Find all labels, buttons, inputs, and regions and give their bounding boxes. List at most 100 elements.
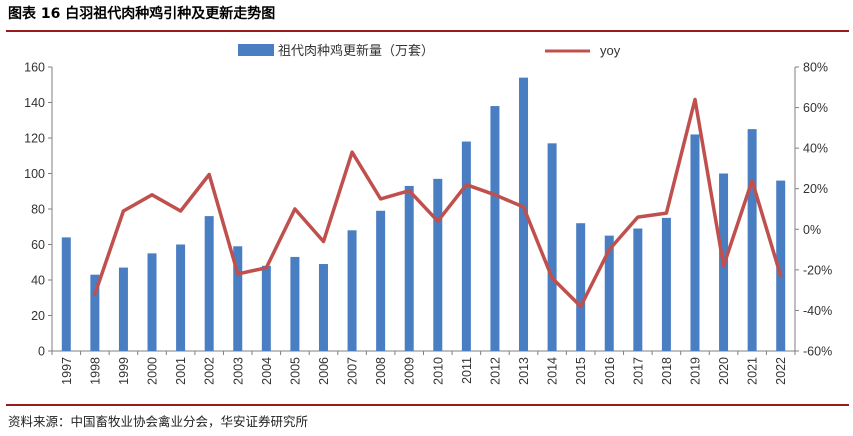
- x-tick-label: 2000: [146, 357, 160, 385]
- x-tick-label: 2019: [688, 357, 702, 385]
- x-tick-label: 2021: [746, 357, 760, 385]
- x-tick-label: 2018: [660, 357, 674, 385]
- x-tick-label: 2004: [260, 357, 274, 385]
- bar: [176, 244, 186, 351]
- yoy-point: [436, 219, 440, 223]
- yoy-point: [179, 209, 183, 213]
- left-tick-label: 80: [31, 203, 45, 217]
- right-tick-label: -40%: [803, 304, 832, 318]
- yoy-point: [321, 239, 325, 243]
- yoy-point: [407, 189, 411, 193]
- bar: [261, 265, 271, 351]
- left-tick-label: 0: [38, 345, 45, 359]
- chart-title: 图表 16 白羽祖代肉种鸡引种及更新走势图: [8, 6, 276, 22]
- yoy-line-series: [93, 97, 783, 309]
- yoy-point: [636, 215, 640, 219]
- bar: [633, 228, 643, 351]
- bar: [318, 264, 328, 351]
- left-tick-label: 100: [24, 167, 45, 181]
- bar: [90, 274, 100, 351]
- bar-series: [61, 77, 786, 352]
- x-tick-label: 2009: [403, 357, 417, 385]
- legend: 祖代肉种鸡更新量（万套） yoy: [238, 43, 621, 58]
- bar: [547, 143, 557, 351]
- yoy-point: [379, 197, 383, 201]
- x-tick-label: 2022: [774, 357, 788, 385]
- x-tick-label: 2007: [346, 357, 360, 385]
- left-tick-label: 20: [31, 309, 45, 323]
- yoy-point: [779, 274, 783, 278]
- x-tick-label: 2001: [174, 357, 188, 385]
- x-tick-label: 2016: [603, 357, 617, 385]
- bar: [290, 256, 300, 351]
- x-tick-label: 2020: [717, 357, 731, 385]
- legend-bar-swatch: [238, 44, 274, 56]
- yoy-point: [264, 266, 268, 270]
- bar: [519, 77, 529, 352]
- yoy-point: [236, 272, 240, 276]
- bar: [604, 235, 614, 351]
- right-tick-label: 80%: [803, 61, 828, 75]
- bar: [690, 134, 700, 351]
- yoy-point: [350, 150, 354, 154]
- x-tick-label: 1998: [88, 357, 102, 385]
- yoy-point: [579, 304, 583, 308]
- bar: [661, 217, 671, 351]
- right-tick-label: 60%: [803, 101, 828, 115]
- bar: [147, 253, 157, 351]
- yoy-point: [550, 276, 554, 280]
- bar: [204, 216, 214, 351]
- bar: [347, 230, 357, 351]
- legend-bar-label: 祖代肉种鸡更新量（万套）: [278, 43, 434, 58]
- right-tick-label: -60%: [803, 345, 832, 359]
- yoy-point: [150, 193, 154, 197]
- x-tick-label: 2006: [317, 357, 331, 385]
- bar: [61, 237, 71, 351]
- yoy-point: [722, 264, 726, 268]
- source-note: 资料来源：中国畜牧业协会禽业分会，华安证券研究所: [8, 414, 309, 429]
- left-tick-label: 160: [24, 61, 45, 75]
- left-tick-label: 140: [24, 96, 45, 110]
- left-tick-label: 120: [24, 132, 45, 146]
- right-tick-label: -20%: [803, 263, 832, 277]
- yoy-point: [693, 97, 697, 101]
- right-tick-label: 20%: [803, 182, 828, 196]
- yoy-point: [207, 173, 211, 177]
- x-tick-label: 2014: [546, 357, 560, 385]
- yoy-point: [93, 292, 97, 296]
- yoy-point: [607, 248, 611, 252]
- x-tick-label: 2013: [517, 357, 531, 385]
- bar: [404, 185, 414, 351]
- x-tick-label: 2002: [203, 357, 217, 385]
- left-tick-label: 60: [31, 238, 45, 252]
- yoy-point: [121, 209, 125, 213]
- yoy-point: [522, 205, 526, 209]
- x-tick-label: 1997: [60, 357, 74, 385]
- legend-line-label: yoy: [600, 43, 621, 58]
- bar: [376, 210, 386, 351]
- bar: [747, 129, 757, 351]
- x-tick-label: 1999: [117, 357, 131, 385]
- bar: [490, 106, 500, 351]
- x-tick-label: 2017: [631, 357, 645, 385]
- left-tick-label: 40: [31, 274, 45, 288]
- source-divider: [6, 404, 849, 406]
- bar: [118, 267, 128, 351]
- x-tick-label: 2003: [231, 357, 245, 385]
- bar: [776, 180, 786, 351]
- right-tick-label: 0%: [803, 223, 821, 237]
- x-tick-label: 2011: [460, 357, 474, 384]
- bar: [461, 141, 471, 351]
- axes: 0 20 40 60 80 100 120 140 160 -60% -40% -20% 0% 20% 40…: [24, 61, 832, 385]
- bar: [433, 178, 443, 351]
- right-tick-label: 40%: [803, 142, 828, 156]
- yoy-point: [464, 183, 468, 187]
- yoy-point: [493, 193, 497, 197]
- x-tick-label: 2005: [288, 357, 302, 385]
- x-tick-label: 2010: [431, 357, 445, 385]
- yoy-point: [664, 211, 668, 215]
- x-tick-label: 2008: [374, 357, 388, 385]
- yoy-point: [750, 179, 754, 183]
- x-tick-label: 2012: [488, 357, 502, 385]
